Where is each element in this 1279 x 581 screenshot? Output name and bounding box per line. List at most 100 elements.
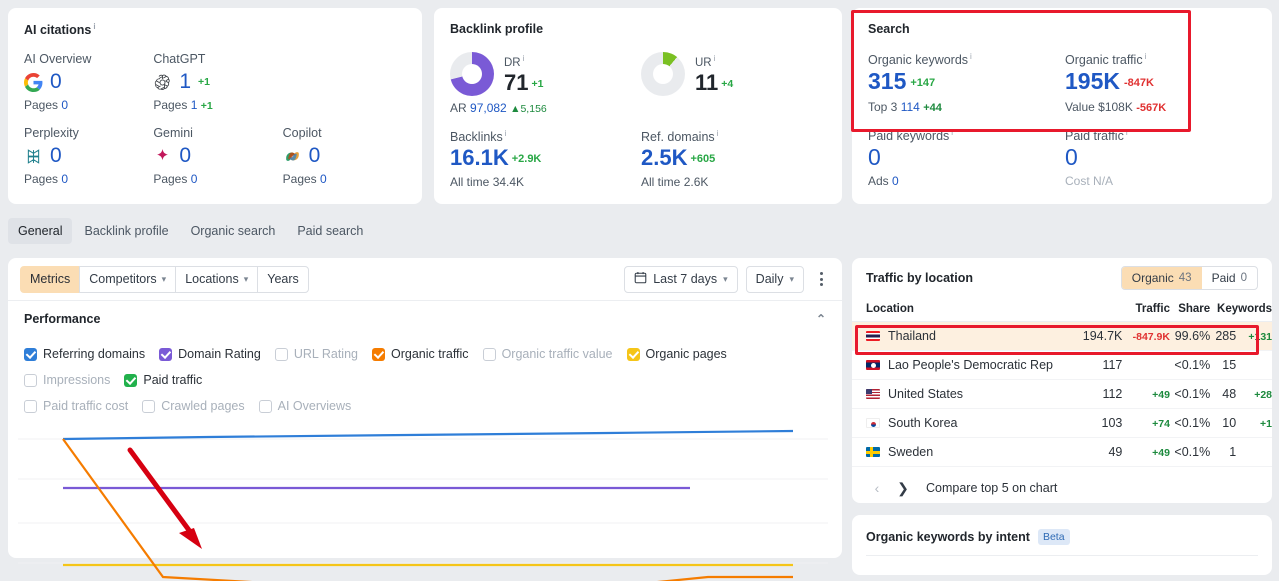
chevron-right-icon[interactable]: ❯: [897, 479, 909, 496]
traffic-value-label: Value: [1065, 100, 1095, 115]
chevron-up-icon[interactable]: ⌃: [815, 312, 826, 326]
share-cell: <0.1%: [1169, 350, 1211, 380]
column-traffic[interactable]: Traffic: [1077, 298, 1170, 322]
organic-paid-toggle: Organic 43 Paid 0: [1120, 266, 1258, 290]
checkbox-paid-traffic-cost[interactable]: [24, 399, 37, 413]
paid-traffic-value: 0: [1065, 144, 1078, 171]
info-icon[interactable]: i: [504, 128, 507, 138]
compare-top5-link[interactable]: Compare top 5 on chart: [926, 481, 1058, 495]
date-range-picker[interactable]: Last 7 days ▾: [624, 265, 738, 293]
checkbox-impressions[interactable]: [24, 373, 37, 387]
performance-chart-svg: [18, 429, 828, 581]
performance-chart[interactable]: [8, 421, 842, 581]
legend-label: Domain Rating: [178, 347, 261, 361]
ar-delta-text: 5,156: [520, 102, 547, 115]
checkbox-crawled-pages[interactable]: [142, 399, 156, 413]
ai-pages-value: 0: [61, 172, 69, 186]
info-icon[interactable]: i: [93, 22, 96, 31]
granularity-picker[interactable]: Daily ▾: [745, 265, 804, 293]
traffic-value-delta: -567K: [1136, 102, 1167, 115]
checkbox-url-rating[interactable]: [274, 347, 288, 361]
locations-button[interactable]: Locations ▾: [175, 265, 259, 293]
info-icon[interactable]: i: [1125, 128, 1128, 138]
ai-metric-perplexity: Perplexity 0 Pages 0: [24, 126, 153, 186]
ai-citations-grid: AI Overview 0 Pages 0 ChatGPT: [24, 52, 412, 186]
copilot-icon: [283, 147, 302, 166]
info-icon[interactable]: i: [951, 128, 954, 138]
table-row[interactable]: United States 112 +49 <0.1% 48 +28: [852, 379, 1272, 409]
performance-header: Performance ⌃: [8, 301, 842, 337]
ref-domains-delta: +605: [690, 152, 716, 165]
metrics-button[interactable]: Metrics: [20, 265, 81, 293]
tab-general[interactable]: General: [8, 218, 73, 244]
column-share[interactable]: Share: [1169, 298, 1211, 322]
legend-organic-traffic[interactable]: Organic traffic: [371, 341, 469, 367]
checkbox-paid-traffic[interactable]: [124, 373, 138, 387]
table-row[interactable]: Lao People's Democratic Rep 117 <0.1% 15: [852, 350, 1272, 380]
years-button[interactable]: Years: [257, 265, 309, 293]
tab-organic-search[interactable]: Organic search: [190, 224, 276, 238]
ai-metric-value: 1: [179, 70, 192, 93]
ar-arrow-icon: ▲: [510, 102, 521, 115]
toggle-organic[interactable]: Organic 43: [1121, 267, 1202, 289]
organic-traffic-label: Organic traffic: [1065, 53, 1143, 68]
traffic-cell: 49: [1077, 437, 1123, 467]
legend-organic-traffic-value[interactable]: Organic traffic value: [482, 341, 613, 367]
info-icon[interactable]: i: [713, 54, 716, 63]
legend-label: Impressions: [43, 373, 111, 387]
paid-traffic-metric: Paid traffic i 0 Cost N/A: [1065, 128, 1262, 188]
ai-pages-value: 0: [190, 172, 198, 186]
locations-label: Locations: [185, 272, 239, 286]
location-cell: Lao People's Democratic Rep: [852, 350, 1078, 380]
checkbox-referring-domains[interactable]: [24, 347, 37, 361]
ur-label: UR i: [695, 54, 716, 69]
traffic-cell: 112: [1077, 379, 1123, 409]
legend-impressions[interactable]: Impressions: [24, 367, 110, 393]
backlink-profile-title: Backlink profile: [434, 8, 842, 36]
ur-metric: UR i 11 +4: [641, 52, 832, 115]
traffic-by-location-panel: Traffic by location Organic 43 Paid 0 Loca…: [852, 258, 1272, 503]
google-icon: [24, 72, 43, 92]
legend-url-rating[interactable]: URL Rating: [274, 341, 358, 367]
checkbox-organic-traffic[interactable]: [371, 347, 385, 361]
legend-label: Organic traffic: [390, 347, 469, 361]
top3-delta: +44: [923, 102, 942, 115]
kebab-menu-icon[interactable]: [812, 268, 830, 290]
table-row[interactable]: Sweden 49 +49 <0.1% 1: [852, 437, 1272, 467]
column-keywords[interactable]: Keywords: [1210, 298, 1272, 322]
years-label: Years: [267, 272, 299, 286]
legend-paid-traffic[interactable]: Paid traffic: [124, 367, 202, 393]
table-row[interactable]: Thailand 194.7K -847.9K 99.6% 285 +131: [852, 321, 1272, 351]
traffic-cell: 103: [1077, 408, 1123, 438]
ai-pages-label: Pages: [282, 172, 317, 186]
tab-backlink-profile[interactable]: Backlink profile: [84, 224, 169, 238]
ai-metric-label: Copilot: [282, 126, 322, 140]
checkbox-domain-rating[interactable]: [159, 347, 173, 361]
organic-keywords-metric: Organic keywords i 315 +147 Top 3 114 +44: [868, 52, 1065, 114]
checkbox-organic-traffic-value[interactable]: [482, 347, 496, 361]
ai-metric-label: ChatGPT: [153, 52, 206, 66]
legend-domain-rating[interactable]: Domain Rating: [159, 341, 261, 367]
competitors-button[interactable]: Competitors ▾: [79, 265, 177, 293]
info-icon[interactable]: i: [1144, 52, 1147, 61]
tab-paid-search[interactable]: Paid search: [297, 224, 364, 238]
legend-organic-pages[interactable]: Organic pages: [626, 341, 727, 367]
legend-crawled-pages[interactable]: Crawled pages: [142, 393, 245, 419]
intent-divider: [866, 555, 1258, 556]
legend-ai-overviews[interactable]: AI Overviews: [258, 393, 351, 419]
dr-value: 71: [504, 69, 529, 95]
flag-thailand: [866, 331, 880, 341]
legend-paid-traffic-cost[interactable]: Paid traffic cost: [24, 393, 128, 419]
checkbox-ai-overviews[interactable]: [258, 399, 272, 413]
checkbox-organic-pages[interactable]: [626, 347, 640, 361]
toggle-paid[interactable]: Paid 0: [1202, 267, 1257, 289]
info-icon[interactable]: i: [970, 52, 972, 61]
ai-pages-label: Pages: [24, 98, 59, 112]
info-icon[interactable]: i: [716, 128, 719, 138]
paid-keywords-label: Paid keywords: [868, 129, 950, 144]
legend-referring-domains[interactable]: Referring domains: [24, 341, 145, 367]
column-location[interactable]: Location: [852, 298, 1078, 322]
table-row[interactable]: South Korea 103 +74 <0.1% 10 +1: [852, 408, 1272, 438]
info-icon[interactable]: i: [522, 54, 525, 63]
chevron-left-icon[interactable]: ‹: [874, 480, 880, 496]
